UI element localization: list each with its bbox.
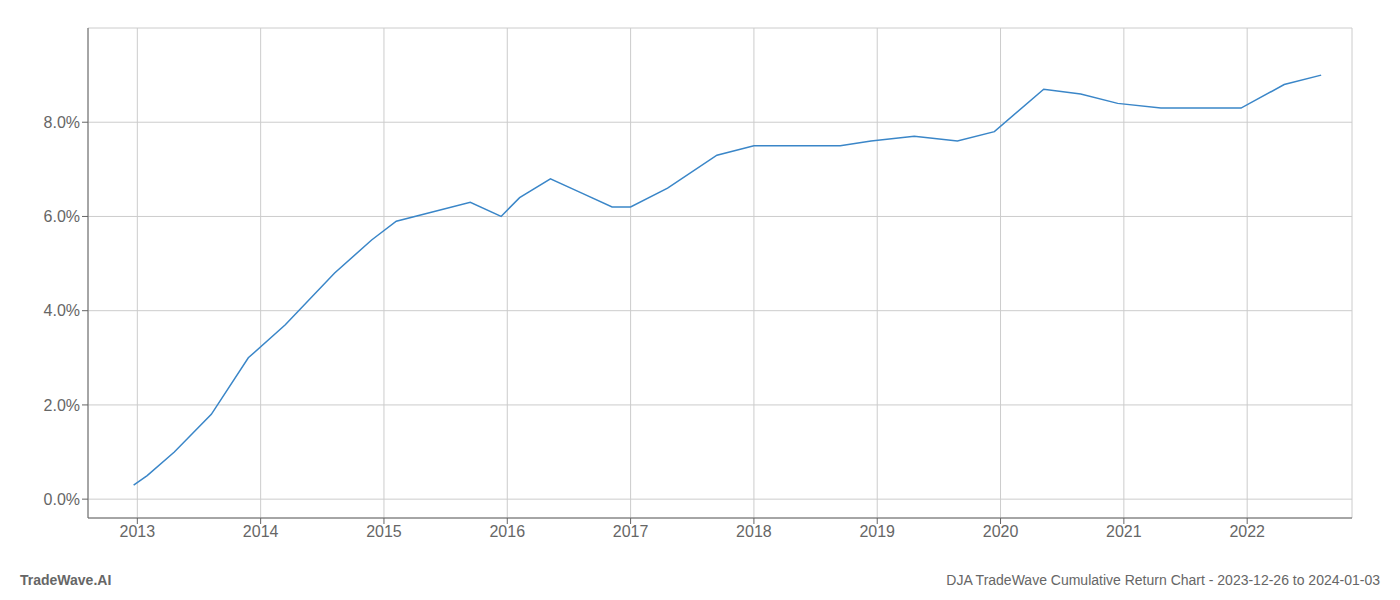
svg-text:2022: 2022: [1229, 523, 1265, 540]
svg-text:6.0%: 6.0%: [44, 208, 80, 225]
svg-text:2021: 2021: [1106, 523, 1142, 540]
svg-text:2020: 2020: [983, 523, 1019, 540]
svg-text:2018: 2018: [736, 523, 772, 540]
svg-text:8.0%: 8.0%: [44, 114, 80, 131]
svg-text:2019: 2019: [859, 523, 895, 540]
svg-text:2016: 2016: [489, 523, 525, 540]
svg-text:2015: 2015: [366, 523, 402, 540]
svg-text:4.0%: 4.0%: [44, 302, 80, 319]
html-text:TradeWave.AI: TradeWave.AI: [20, 572, 112, 588]
svg-text:0.0%: 0.0%: [44, 491, 80, 508]
html-text:DJA TradeWave Cumulative Retur: DJA TradeWave Cumulative Return Chart - …: [946, 572, 1380, 588]
svg-text:2.0%: 2.0%: [44, 397, 80, 414]
svg-text:2013: 2013: [120, 523, 156, 540]
svg-text:2017: 2017: [613, 523, 649, 540]
svg-text:2014: 2014: [243, 523, 279, 540]
